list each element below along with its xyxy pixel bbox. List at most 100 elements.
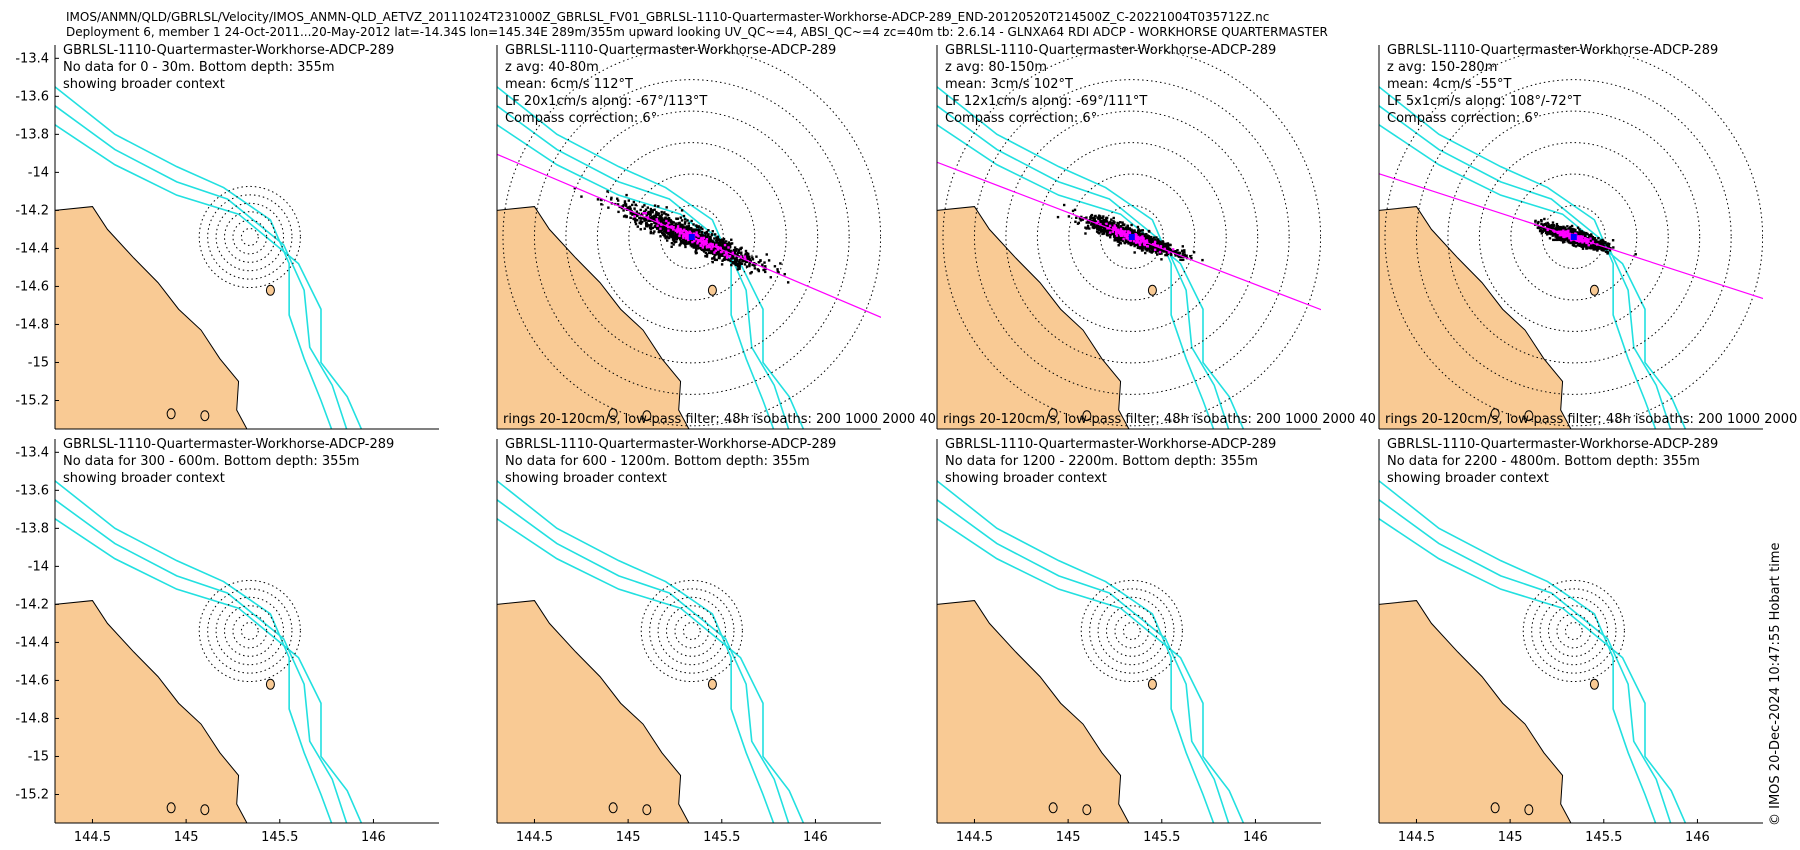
x-tick-label: 145	[616, 830, 641, 845]
velocity-point	[722, 247, 725, 251]
velocity-point	[707, 237, 711, 240]
ring-120	[1384, 47, 1763, 427]
velocity-point	[653, 230, 656, 233]
velocity-point	[1136, 225, 1140, 229]
velocity-point	[694, 242, 698, 246]
velocity-point	[665, 206, 668, 209]
velocity-point	[677, 222, 680, 225]
velocity-point	[670, 241, 674, 245]
velocity-point	[1126, 227, 1130, 231]
ring-20	[240, 622, 259, 640]
velocity-point	[644, 222, 648, 225]
velocity-point	[1095, 223, 1099, 227]
velocity-point	[1540, 222, 1543, 226]
velocity-point	[1144, 236, 1147, 240]
velocity-point	[730, 253, 733, 257]
velocity-point	[1563, 227, 1567, 230]
velocity-point	[712, 240, 715, 243]
velocity-point	[607, 206, 610, 209]
velocity-point	[1097, 217, 1100, 220]
island	[1490, 802, 1500, 814]
velocity-point	[1590, 233, 1593, 236]
lowpass-point	[702, 243, 705, 247]
velocity-point	[1086, 226, 1090, 229]
velocity-point	[1183, 249, 1186, 252]
lowpass-point	[701, 246, 705, 249]
velocity-point	[736, 268, 740, 271]
velocity-point	[1593, 248, 1597, 251]
velocity-point	[629, 216, 632, 219]
velocity-point	[1129, 243, 1132, 247]
velocity-point	[776, 270, 780, 273]
velocity-point	[720, 239, 724, 242]
velocity-point	[677, 232, 680, 235]
velocity-point	[1149, 235, 1153, 239]
velocity-point	[705, 248, 708, 252]
velocity-point	[753, 264, 756, 267]
velocity-point	[1579, 230, 1582, 233]
plot-area	[55, 86, 363, 429]
velocity-point	[1151, 247, 1155, 250]
velocity-point	[1562, 240, 1566, 243]
ring-100	[973, 79, 1290, 395]
lowpass-point	[691, 240, 694, 244]
lowpass-point	[1558, 233, 1562, 237]
velocity-point	[1088, 227, 1091, 230]
panel-info-line: Compass correction: 6°	[505, 111, 657, 126]
velocity-point	[673, 224, 676, 227]
velocity-point	[718, 248, 721, 252]
velocity-point	[1117, 225, 1120, 228]
velocity-point	[1178, 251, 1182, 254]
y-tick-label: -15	[28, 749, 49, 764]
lowpass-point	[679, 227, 682, 231]
velocity-point	[678, 221, 681, 225]
velocity-point	[1553, 238, 1557, 242]
lowpass-point	[739, 255, 743, 258]
velocity-point	[691, 244, 694, 247]
velocity-point	[669, 220, 672, 223]
panel-footer: rings 20-120cm/s, low-pass filter: 48h i…	[1385, 412, 1800, 427]
velocity-point	[1571, 231, 1574, 234]
panel-info-line: showing broader context	[63, 471, 225, 486]
velocity-point	[1551, 234, 1554, 237]
velocity-point	[1575, 241, 1578, 244]
velocity-point	[1145, 249, 1149, 252]
velocity-point	[732, 248, 736, 252]
panel-info-line: mean: 6cm/s 112°T	[505, 77, 633, 92]
velocity-point	[1141, 248, 1144, 252]
velocity-point	[672, 235, 676, 238]
velocity-point	[682, 241, 685, 245]
velocity-point	[1105, 229, 1109, 232]
velocity-point	[671, 222, 674, 225]
velocity-point	[1097, 224, 1100, 227]
lowpass-point	[665, 219, 668, 223]
velocity-point	[1192, 251, 1196, 254]
velocity-point	[1557, 235, 1560, 238]
velocity-point	[1537, 226, 1541, 230]
velocity-point	[1150, 239, 1153, 242]
velocity-point	[713, 253, 717, 257]
velocity-point	[1189, 254, 1192, 258]
velocity-point	[639, 228, 642, 231]
velocity-point	[1117, 236, 1120, 239]
velocity-point	[669, 229, 672, 232]
velocity-point	[626, 206, 629, 209]
lowpass-point	[1569, 239, 1573, 242]
velocity-point	[694, 246, 698, 249]
velocity-point	[1570, 224, 1574, 228]
lowpass-point	[1128, 231, 1131, 234]
panel-info-line: No data for 1200 - 2200m. Bottom depth: …	[945, 454, 1258, 469]
velocity-point	[622, 209, 625, 212]
lowpass-point	[676, 230, 679, 234]
ring-100	[533, 79, 850, 395]
velocity-point	[643, 217, 646, 221]
velocity-point	[660, 228, 663, 232]
lowpass-point	[1139, 236, 1142, 240]
velocity-point	[647, 210, 650, 214]
velocity-point	[1085, 221, 1088, 224]
velocity-point	[1163, 243, 1166, 246]
velocity-point	[1551, 232, 1555, 236]
velocity-point	[1124, 238, 1127, 241]
velocity-point	[667, 236, 671, 240]
velocity-point	[1098, 219, 1102, 222]
